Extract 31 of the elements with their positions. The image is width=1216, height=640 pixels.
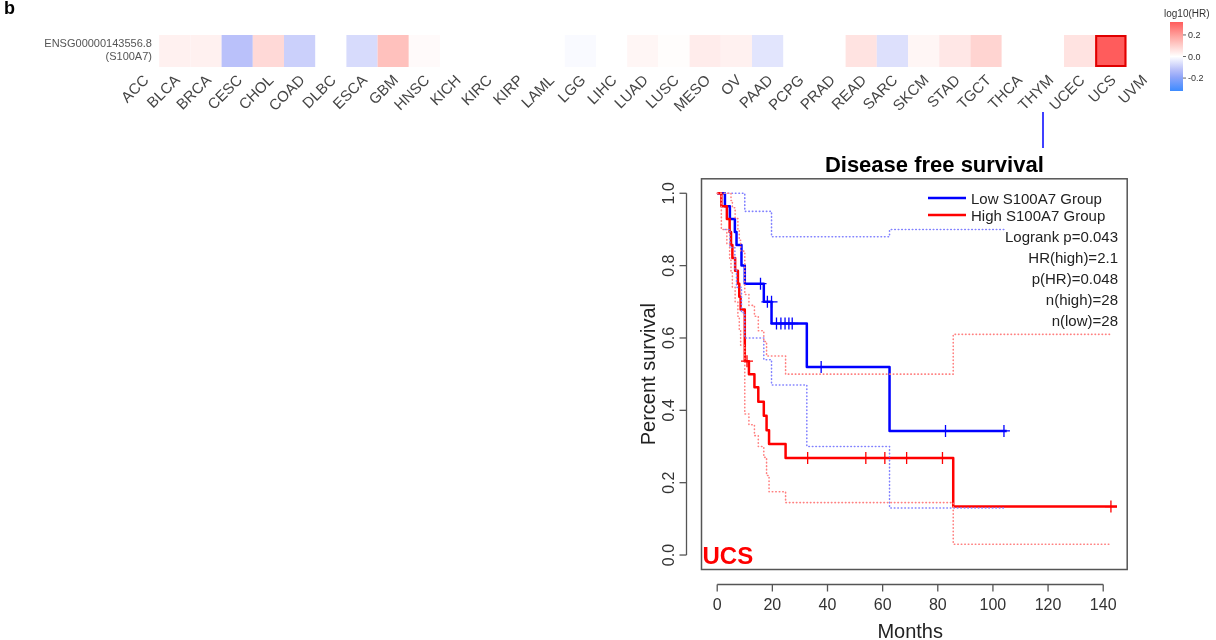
- y-tick-label: 0.6: [659, 326, 677, 350]
- x-axis-title: Months: [877, 619, 944, 640]
- chart-title: Disease free survival: [824, 152, 1044, 177]
- annotation: Logrank p=0.043: [1004, 228, 1118, 245]
- annotation: n(high)=28: [1045, 291, 1118, 308]
- y-tick-label: 0.2: [659, 471, 677, 494]
- x-tick-label: 80: [928, 595, 947, 613]
- color-bar-label: 0.2: [1188, 29, 1201, 40]
- y-tick-label: 0.0: [659, 543, 677, 567]
- color-bar-title: log10(HR): [1164, 8, 1210, 19]
- x-tick-label: 100: [979, 595, 1007, 613]
- color-bar-label: 0.0: [1188, 51, 1201, 62]
- y-tick-label: 0.8: [659, 254, 677, 277]
- y-tick-label: ENSG00000143556.8 (S100A7): [44, 37, 152, 62]
- y-tick-label: 1.0: [659, 182, 677, 205]
- annotation: n(low)=28: [1051, 312, 1118, 329]
- y-axis-title: Percent survival: [636, 303, 659, 446]
- x-tick-label: 40: [818, 595, 837, 613]
- x-tick-label: 60: [873, 595, 892, 613]
- legend-label: Low S100A7 Group: [971, 190, 1102, 207]
- legend-label: High S100A7 Group: [971, 207, 1106, 224]
- x-tick-label: 120: [1034, 595, 1062, 613]
- annotation: HR(high)=2.1: [1028, 249, 1118, 266]
- x-tick-label: 140: [1089, 595, 1117, 613]
- x-tick-label: 20: [763, 595, 782, 613]
- annotation: p(HR)=0.048: [1031, 270, 1118, 287]
- text: b: [4, 0, 15, 18]
- annotation: UCS: [702, 541, 754, 569]
- y-tick-label: 0.4: [659, 399, 677, 422]
- x-tick-label: 0: [712, 595, 722, 613]
- color-bar-label: -0.2: [1188, 73, 1204, 84]
